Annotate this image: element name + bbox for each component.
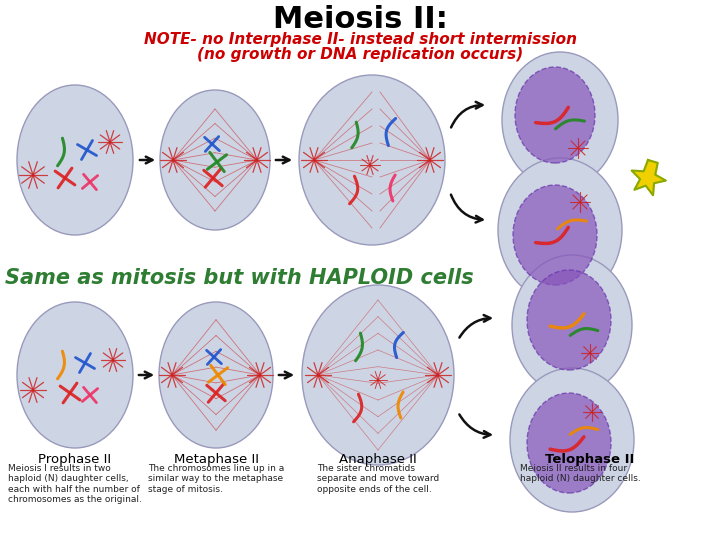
Ellipse shape [160,90,270,230]
Ellipse shape [527,393,611,493]
Ellipse shape [512,255,632,395]
Text: (no growth or DNA replication occurs): (no growth or DNA replication occurs) [197,47,523,62]
Ellipse shape [159,302,273,448]
Text: The sister chromatids
separate and move toward
opposite ends of the cell.: The sister chromatids separate and move … [317,464,439,494]
Text: Meiosis I results in two
haploid (N) daughter cells,
each with half the number o: Meiosis I results in two haploid (N) dau… [8,464,142,504]
Polygon shape [631,160,666,195]
Ellipse shape [502,52,618,188]
Text: Telophase II: Telophase II [545,453,635,466]
Ellipse shape [513,185,597,285]
Ellipse shape [527,270,611,370]
Text: Same as mitosis but with HAPLOID cells: Same as mitosis but with HAPLOID cells [5,268,474,288]
Text: Anaphase II: Anaphase II [339,453,417,466]
Ellipse shape [515,67,595,163]
Ellipse shape [17,85,133,235]
Text: The chromosomes line up in a
similar way to the metaphase
stage of mitosis.: The chromosomes line up in a similar way… [148,464,284,494]
Ellipse shape [299,75,445,245]
Ellipse shape [498,158,622,302]
Text: Metaphase II: Metaphase II [174,453,258,466]
Text: Meiosis II results in four
haploid (N) daughter cells.: Meiosis II results in four haploid (N) d… [520,464,640,483]
Text: Meiosis II:: Meiosis II: [273,5,447,34]
Text: NOTE- no Interphase II- instead short intermission: NOTE- no Interphase II- instead short in… [143,32,577,47]
Ellipse shape [17,302,133,448]
Ellipse shape [510,368,634,512]
Ellipse shape [302,285,454,465]
Text: Prophase II: Prophase II [38,453,112,466]
